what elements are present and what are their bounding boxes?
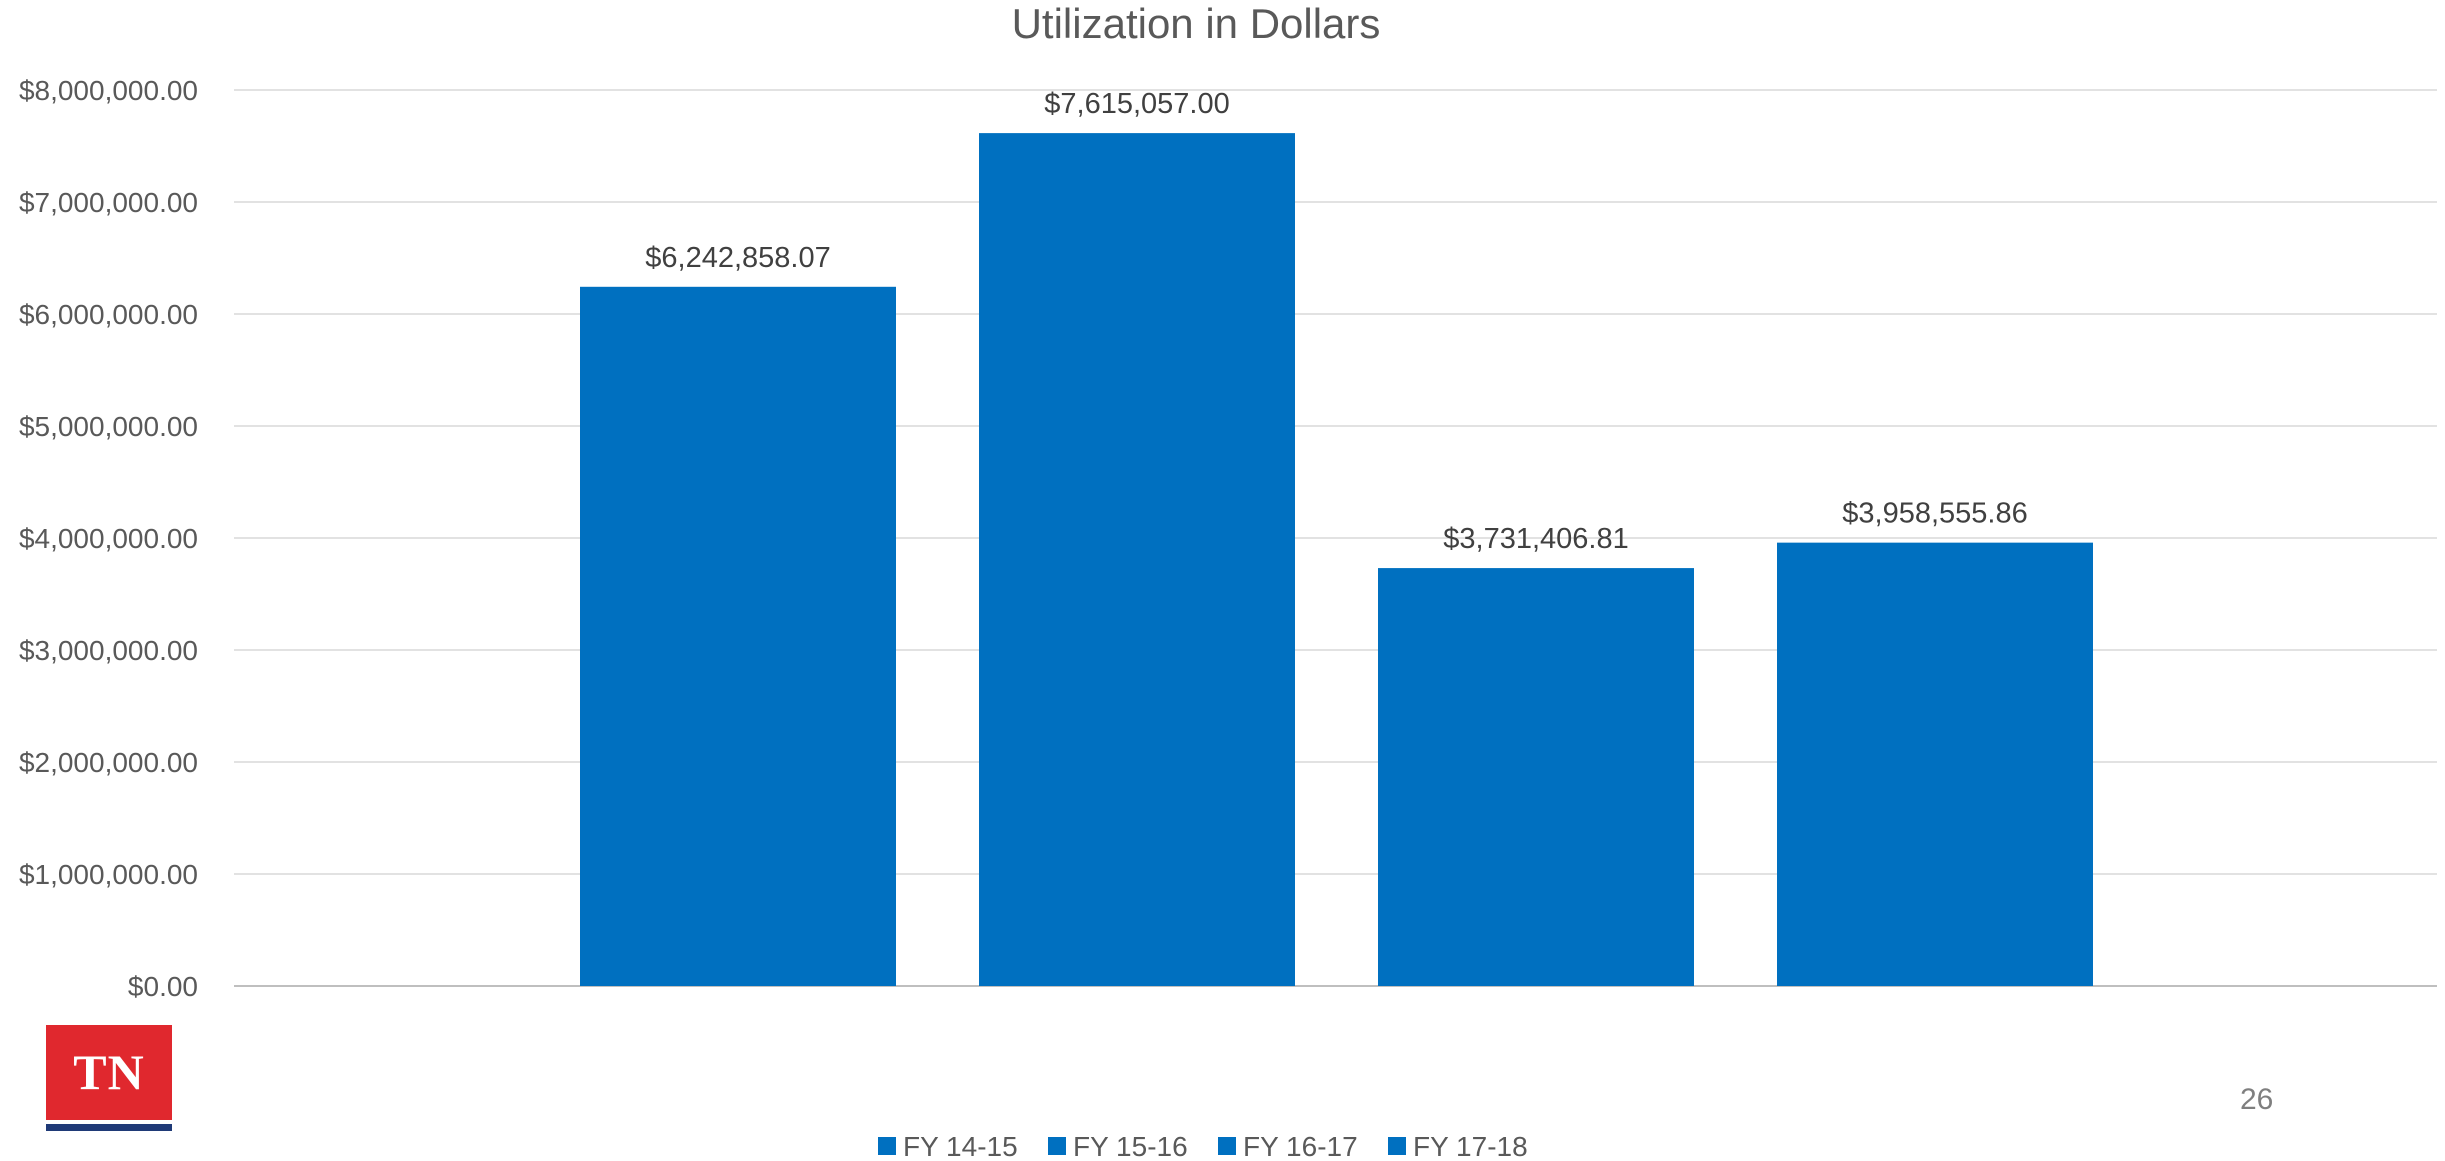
y-tick-label: $7,000,000.00: [19, 187, 198, 218]
page-number: 26: [2240, 1083, 2274, 1116]
y-tick-label: $8,000,000.00: [19, 75, 198, 106]
legend-label: FY 17-18: [1413, 1131, 1528, 1161]
data-label: $6,242,858.07: [645, 242, 830, 274]
legend-label: FY 14-15: [903, 1131, 1018, 1161]
bar: [580, 286, 896, 986]
tn-logo-box: [46, 1025, 172, 1120]
legend-label: FY 15-16: [1073, 1131, 1188, 1161]
data-labels: $6,242,858.07 $7,615,057.00 $3,731,406.81 $…: [645, 88, 2027, 555]
legend-label: FY 16-17: [1243, 1131, 1358, 1161]
legend-swatch: [1388, 1137, 1406, 1155]
y-tick-label: $1,000,000.00: [19, 859, 198, 890]
y-axis-tick-labels: $0.00 $1,000,000.00 $2,000,000.00 $3,000,00…: [19, 75, 198, 1002]
gridlines: [234, 89, 2437, 987]
tn-logo: TN: [46, 1025, 172, 1131]
y-tick-label: $5,000,000.00: [19, 411, 198, 442]
legend-swatch: [1218, 1137, 1236, 1155]
y-tick-label: $0.00: [128, 971, 198, 1002]
data-label: $7,615,057.00: [1044, 88, 1229, 120]
bar: [1378, 568, 1694, 986]
tn-logo-underline: [46, 1124, 172, 1131]
data-label: $3,731,406.81: [1443, 523, 1628, 555]
bar: [1777, 542, 2093, 986]
legend: FY 14-15 FY 15-16 FY 16-17 FY 17-18: [878, 1131, 1528, 1161]
tn-logo-text: TN: [73, 1044, 145, 1100]
y-tick-label: $4,000,000.00: [19, 523, 198, 554]
data-label: $3,958,555.86: [1842, 498, 2027, 530]
y-tick-label: $3,000,000.00: [19, 635, 198, 666]
legend-swatch: [1048, 1137, 1066, 1155]
bars: [580, 133, 2093, 986]
legend-swatch: [878, 1137, 896, 1155]
bar: [979, 133, 1295, 986]
y-tick-label: $6,000,000.00: [19, 299, 198, 330]
chart-title: Utilization in Dollars: [1012, 0, 1381, 47]
y-tick-label: $2,000,000.00: [19, 747, 198, 778]
